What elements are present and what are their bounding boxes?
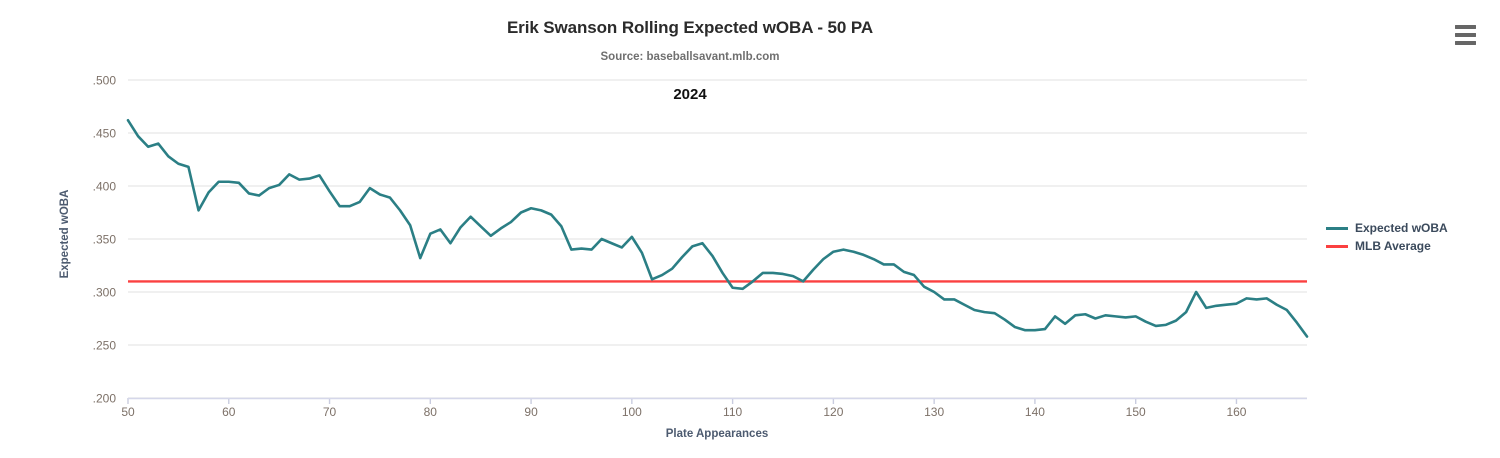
chart-subtitle-source: Source: baseballsavant.mlb.com [600, 51, 780, 63]
x-tick-label: 50 [121, 405, 135, 419]
x-tick-label: 130 [924, 405, 944, 419]
y-tick-label: .250 [93, 339, 117, 353]
hamburger-bar-2 [1454, 33, 1476, 37]
y-axis-tick-labels: .500 .450 .400 .350 .300 .250 .200 [93, 74, 117, 406]
x-tick-label: 110 [723, 405, 742, 419]
legend-label-mlb-average: MLB Average [1355, 239, 1431, 253]
legend-label-expected-woba: Expected wOBA [1355, 221, 1448, 235]
chart-year-annotation: 2024 [673, 86, 707, 103]
x-tick-label: 90 [524, 405, 538, 419]
x-tick-label: 70 [323, 405, 337, 419]
x-tick-label: 120 [823, 405, 843, 419]
x-tick-label: 80 [424, 405, 438, 419]
legend-item-mlb-average[interactable]: MLB Average [1326, 237, 1486, 255]
y-tick-label: .500 [93, 74, 117, 88]
y-tick-label: .450 [93, 127, 117, 141]
chart-legend: Expected wOBA MLB Average [1326, 219, 1486, 255]
chart-title: Erik Swanson Rolling Expected wOBA - 50 … [506, 18, 874, 37]
expected-woba-line [126, 118, 1309, 338]
x-axis-tick-labels: 50 60 70 80 90 100 110 120 130 140 150 160 [121, 405, 1246, 419]
x-tick-label: 140 [1025, 405, 1045, 419]
x-tick-label: 160 [1226, 405, 1246, 419]
hamburger-bar-1 [1454, 25, 1476, 29]
y-axis-title: Expected wOBA [59, 190, 71, 279]
x-tick-label: 150 [1126, 405, 1146, 419]
gridlines [128, 79, 1307, 399]
y-tick-label: .200 [93, 392, 117, 406]
hamburger-bar-3 [1454, 41, 1476, 45]
legend-item-expected-woba[interactable]: Expected wOBA [1326, 219, 1486, 237]
y-tick-label: .300 [93, 286, 117, 300]
x-tick-label: 100 [622, 405, 642, 419]
x-axis-title: Plate Appearances [666, 428, 768, 440]
legend-swatch-expected-woba [1326, 226, 1348, 230]
hamburger-menu-icon[interactable] [1450, 22, 1480, 48]
y-tick-label: .400 [93, 180, 117, 194]
y-tick-label: .350 [93, 233, 117, 247]
legend-swatch-mlb-average [1326, 244, 1348, 248]
x-tick-label: 60 [222, 405, 236, 419]
